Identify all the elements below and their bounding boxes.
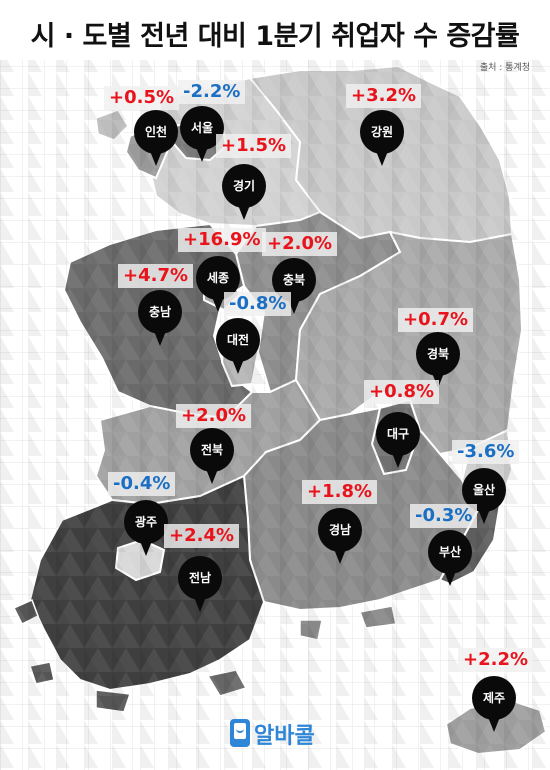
island-s-1 <box>95 689 132 713</box>
region-name-seoul: 서울 <box>190 121 214 135</box>
region-change-chungbuk: +2.0% <box>262 232 338 256</box>
region-name-gangwon: 강원 <box>370 125 394 139</box>
region-name-gyeongnam: 경남 <box>328 523 352 537</box>
pin-icon <box>178 556 222 600</box>
page-title: 시 · 도별 전년 대비 1분기 취업자 수 증감률 <box>30 21 520 52</box>
map-pin-busan: 부산 <box>428 530 472 586</box>
region-name-daegu: 대구 <box>386 427 410 441</box>
region-name-jeonnam: 전남 <box>188 571 212 585</box>
map-pin-daejeon: 대전 <box>216 318 260 374</box>
region-change-seoul: -2.2% <box>178 80 246 104</box>
region-change-ulsan: -3.6% <box>452 440 520 464</box>
phone-smile-icon <box>230 719 250 747</box>
region-name-ulsan: 울산 <box>472 483 496 497</box>
region-name-jeju: 제주 <box>482 691 506 705</box>
source-note: 출처 : 통계청 <box>479 63 530 73</box>
map-pin-gangwon: 강원 <box>360 110 404 166</box>
region-name-sejong: 세종 <box>206 271 230 285</box>
pin-icon <box>124 500 168 544</box>
region-change-jeonnam: +2.4% <box>164 524 240 548</box>
region-name-chungbuk: 충북 <box>282 273 306 287</box>
map-pin-gwangju: 광주 <box>124 500 168 556</box>
pin-icon <box>190 428 234 472</box>
region-change-gwangju: -0.4% <box>108 472 176 496</box>
region-change-busan: -0.3% <box>410 504 478 528</box>
region-name-incheon: 인천 <box>144 125 168 139</box>
region-change-gyeongbuk: +0.7% <box>398 308 474 332</box>
map-pin-jeju: 제주 <box>472 676 516 732</box>
region-change-jeonbuk: +2.0% <box>176 404 252 428</box>
region-change-jeju: +2.2% <box>458 648 534 672</box>
logo-text: 알바콜 <box>254 724 315 749</box>
region-change-gangwon: +3.2% <box>346 84 422 108</box>
region-name-busan: 부산 <box>438 545 462 559</box>
region-change-incheon: +0.5% <box>104 86 180 110</box>
pin-icon <box>428 530 472 574</box>
map-pin-seoul: 서울 <box>180 106 224 162</box>
region-change-sejong: +16.9% <box>178 228 266 252</box>
map-pin-jeonnam: 전남 <box>178 556 222 612</box>
region-change-gyeongnam: +1.8% <box>302 480 378 504</box>
map-pin-jeonbuk: 전북 <box>190 428 234 484</box>
pin-icon <box>216 318 260 362</box>
region-change-chungnam: +4.7% <box>118 264 194 288</box>
map-pin-chungnam: 충남 <box>138 290 182 346</box>
pin-icon <box>360 110 404 154</box>
pin-icon <box>138 290 182 334</box>
region-name-gwangju: 광주 <box>134 515 158 529</box>
pin-icon <box>134 110 178 154</box>
pin-icon <box>416 332 460 376</box>
region-name-gyeonggi: 경기 <box>232 179 256 193</box>
region-change-gyeonggi: +1.5% <box>216 134 292 158</box>
pin-icon <box>222 164 266 208</box>
region-name-chungnam: 충남 <box>148 305 172 319</box>
pin-icon <box>376 412 420 456</box>
island-s-4 <box>299 619 323 641</box>
region-name-gyeongbuk: 경북 <box>426 347 450 361</box>
region-name-daejeon: 대전 <box>226 333 250 347</box>
pin-icon <box>318 508 362 552</box>
pin-icon <box>472 676 516 720</box>
map-pin-daegu: 대구 <box>376 412 420 468</box>
region-name-jeonbuk: 전북 <box>200 443 224 457</box>
map-pin-gyeongnam: 경남 <box>318 508 362 564</box>
map-pin-gyeonggi: 경기 <box>222 164 266 220</box>
region-change-daegu: +0.8% <box>364 380 440 404</box>
map-pin-incheon: 인천 <box>134 110 178 166</box>
region-change-daejeon: -0.8% <box>224 292 292 316</box>
